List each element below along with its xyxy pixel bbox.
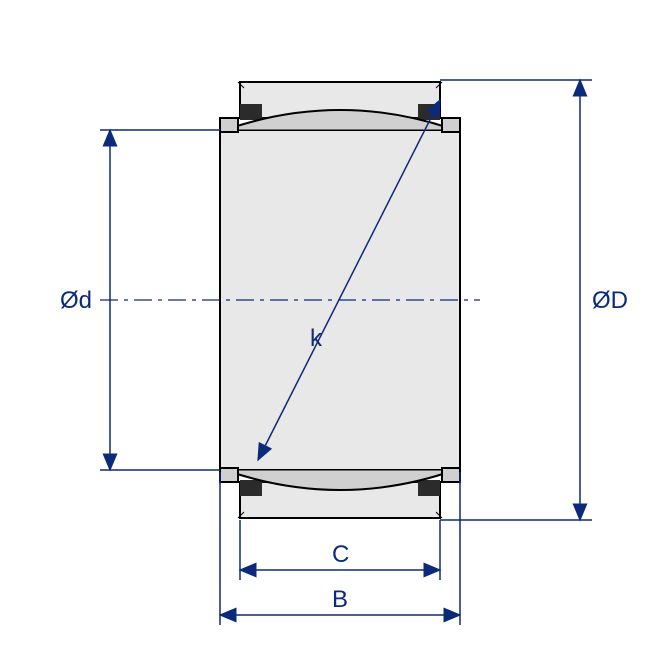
label-k: k (310, 325, 323, 352)
label-C: C (332, 541, 349, 568)
label-D: ØD (592, 287, 628, 314)
dimension-D: ØD (440, 80, 628, 520)
dimension-C: C (240, 520, 440, 580)
label-B: B (332, 586, 348, 613)
label-d: Ød (60, 287, 92, 314)
bearing-cross-section-diagram: Ød ØD C B k (0, 0, 670, 670)
